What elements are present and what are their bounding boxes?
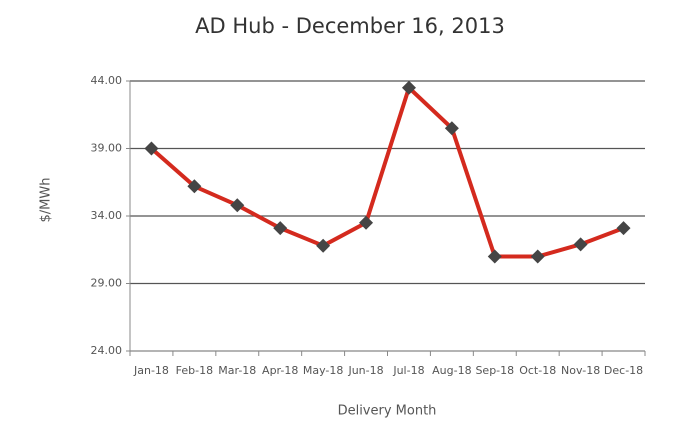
x-tick-label: Jun-18 xyxy=(347,364,383,377)
x-tick-label: Feb-18 xyxy=(176,364,213,377)
marker xyxy=(273,221,288,236)
marker xyxy=(187,179,202,194)
x-tick-label: Aug-18 xyxy=(432,364,471,377)
marker xyxy=(401,80,416,95)
x-tick-label: Nov-18 xyxy=(561,364,600,377)
x-tick-label: Sep-18 xyxy=(475,364,514,377)
marker xyxy=(444,121,459,136)
x-axis-title: Delivery Month xyxy=(338,404,437,419)
marker xyxy=(573,237,588,252)
chart-title: AD Hub - December 16, 2013 xyxy=(195,14,505,38)
x-tick-label: May-18 xyxy=(303,364,344,377)
y-tick-label: 44.00 xyxy=(91,74,123,87)
x-tick-label: Mar-18 xyxy=(218,364,256,377)
x-tick-label: Oct-18 xyxy=(519,364,556,377)
marker xyxy=(359,215,374,230)
y-axis-title: $/MWh xyxy=(39,178,54,223)
y-tick-label: 34.00 xyxy=(91,209,123,222)
x-tick-label: Dec-18 xyxy=(604,364,643,377)
marker xyxy=(616,221,631,236)
marker xyxy=(316,238,331,253)
y-tick-label: 24.00 xyxy=(91,344,123,357)
x-tick-label: Jul-18 xyxy=(392,364,424,377)
marker xyxy=(230,198,245,213)
line xyxy=(150,85,625,259)
x-tick-label: Jan-18 xyxy=(133,364,169,377)
y-tick-label: 29.00 xyxy=(91,277,123,290)
y-tick-label: 39.00 xyxy=(91,142,123,155)
marker xyxy=(487,249,502,264)
marker xyxy=(530,249,545,264)
x-tick-label: Apr-18 xyxy=(262,364,298,377)
marker xyxy=(144,141,159,156)
